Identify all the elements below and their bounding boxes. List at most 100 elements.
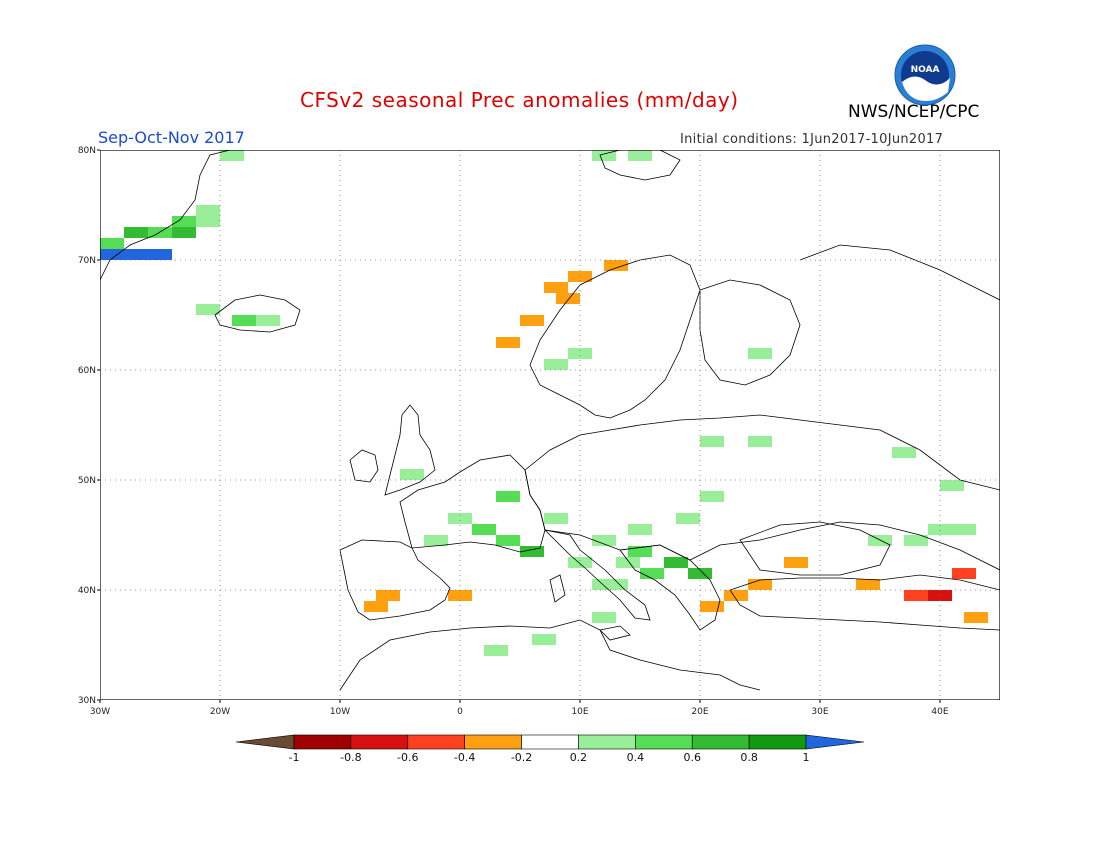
anomaly-cell [568,557,592,568]
lat-label: 80N [78,146,96,156]
anomaly-cell [172,216,196,227]
colorbar-block [635,734,693,750]
anomaly-cell [448,513,472,524]
anomaly-cell [376,590,400,601]
anomaly-cell [904,590,928,601]
lon-label: 10E [571,707,588,717]
colorbar-label: -0.6 [397,751,418,764]
lon-label: 40E [931,707,948,717]
colorbar-label: -0.8 [340,751,361,764]
anomaly-cell [496,337,520,348]
anomaly-cell [496,535,520,546]
anomaly-cell [520,315,544,326]
lat-label: 60N [78,366,96,376]
anomaly-cell [556,293,580,304]
colorbar-block [407,734,465,750]
colorbar: -1 -0.8 -0.6 -0.4 -0.2 0.2 0.4 0.6 0.8 1 [236,734,864,764]
coastlines [100,150,1000,691]
colorbar-block [521,734,579,750]
map-title: CFSv2 seasonal Prec anomalies (mm/day) [300,88,739,112]
anomaly-cell [592,150,616,161]
anomaly-cell [124,227,148,238]
colorbar-block [350,734,409,750]
anomaly-cell [748,348,772,359]
colorbar-upper-triangle [805,734,864,750]
anomaly-cell [544,359,568,370]
anomaly-cell [424,535,448,546]
anomaly-cell [628,524,652,535]
anomaly-cell [640,568,664,579]
colorbar-label: 0.4 [627,751,645,764]
anomaly-cell [868,535,892,546]
lat-label: 50N [78,476,96,486]
anomaly-cell [628,546,652,557]
anomaly-cell [472,524,496,535]
anomaly-cell [196,216,220,227]
colorbar-label: 0.8 [740,751,758,764]
colorbar-label: -0.4 [454,751,475,764]
anomaly-cell [172,227,196,238]
anomaly-cell [364,601,388,612]
logo-text: NOAA [911,65,940,75]
anomaly-cell [484,645,508,656]
anomaly-cell [604,260,628,271]
colorbar-block [578,734,636,750]
anomaly-cell [604,579,628,590]
anomaly-cell [856,579,880,590]
anomaly-cell [232,315,256,326]
colorbar-label: 0.2 [570,751,588,764]
anomaly-cell [532,634,556,645]
lon-label: 0 [457,707,463,717]
anomaly-cell [964,612,988,623]
anomaly-cell [700,601,724,612]
anomaly-cell [544,282,568,293]
colorbar-label: -0.2 [511,751,532,764]
anomaly-cell [148,249,172,260]
anomaly-cell [592,612,616,623]
anomaly-cell [568,271,592,282]
anomaly-cell [952,568,976,579]
anomaly-cell [400,469,424,480]
initial-conditions-label: Initial conditions: 1Jun2017-10Jun2017 [680,132,944,147]
season-label: Sep-Oct-Nov 2017 [98,128,245,147]
anomaly-cell [748,436,772,447]
colorbar-block [464,734,522,750]
anomaly-cell [892,447,916,458]
anomaly-cell [544,513,568,524]
anomaly-cell [100,238,124,249]
anomaly-cell [616,557,640,568]
anomaly-cell [688,568,712,579]
anomaly-cells [100,150,988,656]
lat-label: 30N [78,696,96,706]
anomaly-cell [196,304,220,315]
anomaly-cell [592,535,616,546]
lon-label: 10W [330,707,350,717]
lat-label: 40N [78,586,96,596]
lon-label: 30E [811,707,828,717]
colorbar-block [691,734,750,750]
agency-label: NWS/NCEP/CPC [848,102,980,122]
anomaly-cell [628,150,652,161]
grid-lines [100,150,1000,700]
anomaly-cell [568,348,592,359]
colorbar-label: 0.6 [683,751,701,764]
europe-map [100,150,1000,700]
anomaly-cell [940,480,964,491]
anomaly-cell [784,557,808,568]
noaa-logo: NOAA [894,44,956,106]
anomaly-cell [724,590,748,601]
anomaly-cell [124,249,148,260]
lon-label: 30W [90,707,110,717]
lon-label: 20W [210,707,230,717]
anomaly-cell [220,150,244,161]
anomaly-cell [196,205,220,216]
anomaly-cell [148,227,172,238]
anomaly-cell [100,249,124,260]
anomaly-cell [700,436,724,447]
lon-label: 20E [691,707,708,717]
colorbar-label: 1 [803,751,810,764]
colorbar-label: -1 [289,751,300,764]
anomaly-cell [928,524,952,535]
colorbar-lower-triangle [236,734,295,750]
anomaly-cell [664,557,688,568]
